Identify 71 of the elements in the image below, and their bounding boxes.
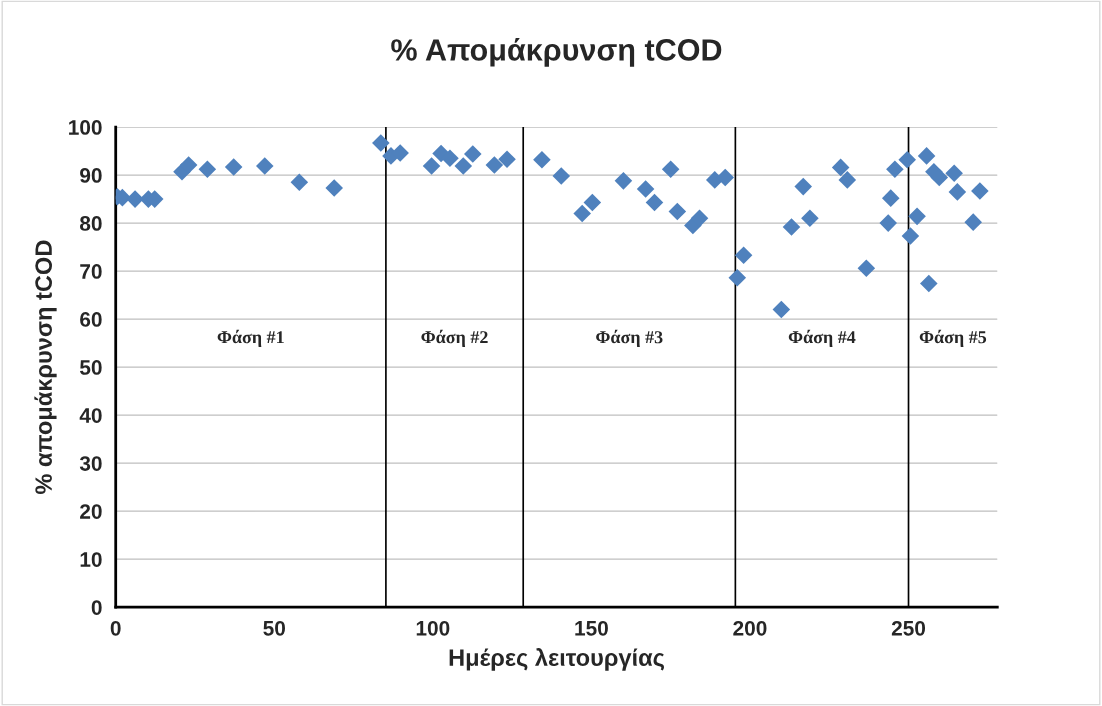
point: [325, 179, 343, 197]
point: [794, 177, 813, 196]
point: [115, 188, 132, 207]
point: [772, 300, 791, 319]
point: [573, 204, 591, 223]
point: [930, 168, 949, 187]
point: [948, 183, 967, 201]
point: [838, 171, 857, 189]
point: [661, 160, 680, 179]
point: [441, 149, 459, 168]
point: [782, 218, 801, 236]
point: [801, 209, 819, 228]
point: [224, 158, 243, 176]
annotation: Φάση #4: [788, 329, 856, 347]
point: [728, 269, 747, 287]
point: [901, 227, 920, 245]
point: [552, 167, 571, 185]
y-tick-label: 10: [80, 552, 102, 567]
point: [372, 134, 390, 152]
point: [971, 182, 989, 200]
point: [857, 259, 876, 278]
point: [255, 157, 274, 175]
x-tick-label: 0: [110, 620, 121, 636]
y-axis-title: % απομάκρυνση tCOD: [34, 240, 57, 495]
point: [668, 202, 687, 221]
point: [614, 172, 633, 190]
y-tick-label: 90: [80, 168, 102, 183]
point: [917, 147, 936, 165]
y-tick-label: 0: [91, 600, 102, 615]
point: [179, 156, 198, 174]
x-tick-label: 200: [733, 620, 767, 636]
chart-title: % Απομάκρυνση tCOD: [391, 37, 722, 67]
x-tick-label: 150: [575, 620, 608, 636]
point: [964, 213, 982, 231]
x-tick-label: 250: [891, 620, 926, 636]
y-tick-label: 30: [79, 456, 102, 471]
point: [636, 180, 655, 198]
annotation: Φάση #3: [596, 329, 663, 347]
y-tick-label: 70: [80, 264, 102, 279]
x-axis-title: Ημέρες λειτουργίας: [449, 648, 664, 671]
point: [945, 164, 963, 182]
annotation: Φάση #2: [421, 329, 488, 347]
annotation: Φάση #5: [919, 329, 987, 347]
point: [485, 156, 504, 174]
y-tick-label: 60: [80, 312, 102, 327]
y-tick-label: 80: [80, 216, 102, 231]
point: [583, 193, 602, 212]
point: [886, 160, 904, 179]
point: [898, 150, 917, 169]
point: [690, 209, 709, 228]
point: [645, 193, 664, 212]
point: [920, 274, 938, 293]
x-tick-label: 100: [416, 620, 450, 636]
y-tick-label: 40: [79, 408, 102, 423]
point: [290, 173, 309, 192]
y-tick-label: 100: [69, 120, 102, 135]
point: [454, 157, 473, 175]
point: [881, 189, 900, 207]
point: [533, 150, 551, 169]
y-tick-label: 20: [80, 504, 102, 519]
point: [498, 150, 516, 169]
point: [464, 145, 482, 163]
point: [879, 214, 897, 232]
annotation: Φάση #1: [217, 329, 284, 347]
point: [422, 157, 441, 175]
x-tick-label: 50: [263, 620, 285, 636]
point: [198, 160, 217, 179]
point: [831, 158, 850, 177]
point: [908, 207, 926, 226]
point: [734, 246, 753, 265]
y-tick-label: 50: [79, 360, 102, 375]
